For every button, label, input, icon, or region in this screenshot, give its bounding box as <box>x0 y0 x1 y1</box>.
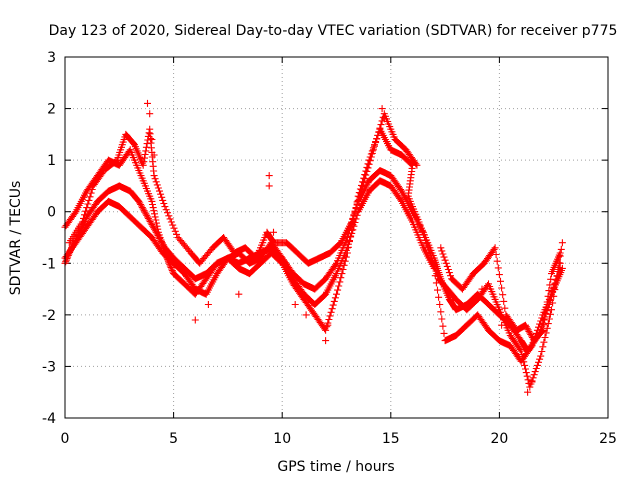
data-points <box>61 99 566 396</box>
series-track-5 <box>437 244 564 345</box>
y-tick-label: 3 <box>47 50 56 66</box>
series-spikes <box>144 99 536 396</box>
y-tick-label: -1 <box>42 256 56 272</box>
x-tick-label: 10 <box>273 431 291 447</box>
series-track-4 <box>65 110 421 267</box>
chart-title: Day 123 of 2020, Sidereal Day-to-day VTE… <box>49 23 618 39</box>
y-tick-label: -2 <box>42 308 56 324</box>
plot-frame <box>64 56 609 419</box>
y-tick-label: -4 <box>42 411 56 427</box>
series-track-3 <box>61 177 566 365</box>
axis-ticks <box>64 56 609 419</box>
grid-lines <box>65 57 608 418</box>
x-tick-label: 20 <box>490 431 508 447</box>
y-tick-label: 0 <box>47 205 56 221</box>
x-tick-labels: 0 5 10 15 20 25 <box>61 431 617 447</box>
x-tick-label: 5 <box>169 431 178 447</box>
y-tick-label: -3 <box>42 359 56 375</box>
x-tick-label: 15 <box>382 431 400 447</box>
x-tick-label: 25 <box>599 431 617 447</box>
x-tick-label: 0 <box>61 431 70 447</box>
y-axis-label: SDTVAR / TECUs <box>8 181 24 296</box>
x-axis-label: GPS time / hours <box>277 459 394 475</box>
y-tick-label: 2 <box>47 102 56 118</box>
y-tick-labels: -4 -3 -2 -1 0 1 2 3 <box>42 50 56 427</box>
y-tick-label: 1 <box>47 153 56 169</box>
